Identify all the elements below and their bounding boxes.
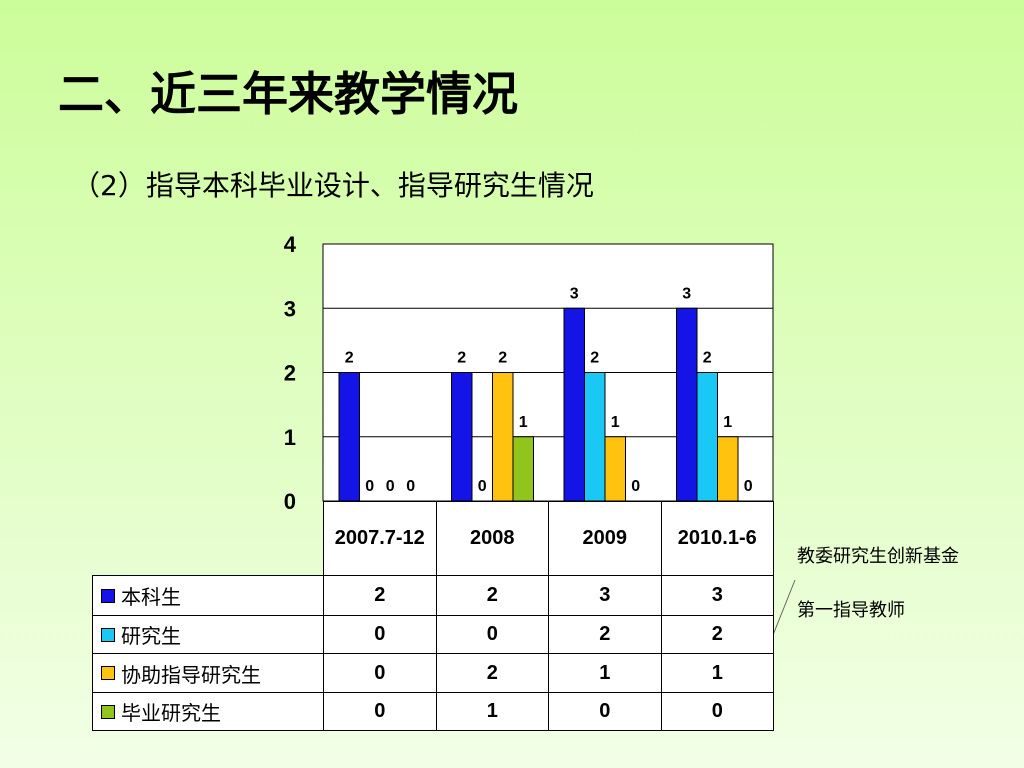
legend-entry: 本科生 bbox=[92, 575, 324, 616]
legend-label: 本科生 bbox=[121, 585, 181, 609]
data-label: 1 bbox=[723, 414, 732, 431]
legend-swatch bbox=[101, 627, 115, 642]
legend-swatch bbox=[101, 588, 115, 603]
category-header: 2007.7-12 bbox=[323, 501, 437, 576]
bar bbox=[584, 372, 606, 502]
bar bbox=[451, 372, 473, 502]
category-header: 2008 bbox=[435, 501, 549, 576]
data-label: 0 bbox=[386, 478, 395, 495]
table-value: 0 bbox=[323, 615, 437, 654]
y-tick-label: 1 bbox=[284, 425, 296, 450]
table-value: 0 bbox=[548, 692, 662, 731]
data-label: 0 bbox=[631, 478, 640, 495]
bar bbox=[696, 372, 718, 502]
category-header: 2009 bbox=[548, 501, 662, 576]
legend-label: 研究生 bbox=[121, 624, 181, 648]
legend-label: 协助指导研究生 bbox=[121, 662, 261, 687]
data-label: 0 bbox=[744, 478, 753, 495]
bar bbox=[338, 372, 360, 502]
table-value: 0 bbox=[323, 692, 437, 731]
table-value: 3 bbox=[548, 575, 662, 616]
y-tick-label: 0 bbox=[284, 489, 296, 514]
table-value: 0 bbox=[435, 615, 549, 654]
data-label: 2 bbox=[345, 350, 354, 367]
legend-entry: 协助指导研究生 bbox=[92, 653, 324, 693]
table-value: 0 bbox=[323, 653, 437, 693]
bar bbox=[676, 307, 698, 502]
legend-entry: 毕业研究生 bbox=[92, 692, 324, 731]
bar bbox=[563, 307, 585, 502]
y-tick-label: 3 bbox=[284, 296, 296, 321]
y-tick-label: 4 bbox=[284, 232, 297, 257]
data-label: 2 bbox=[590, 350, 599, 367]
bar bbox=[492, 372, 514, 502]
legend-label: 毕业研究生 bbox=[121, 701, 221, 725]
data-label: 2 bbox=[703, 350, 712, 367]
bar bbox=[604, 436, 626, 502]
subtitle: （2）指导本科毕业设计、指导研究生情况 bbox=[72, 169, 594, 202]
y-tick-label: 2 bbox=[284, 361, 296, 386]
data-label: 2 bbox=[498, 350, 507, 367]
bar bbox=[512, 436, 534, 502]
data-label: 2 bbox=[457, 350, 466, 367]
table-value: 2 bbox=[435, 575, 549, 616]
data-label: 0 bbox=[365, 478, 374, 495]
legend-entry: 研究生 bbox=[92, 615, 324, 654]
legend-swatch bbox=[101, 666, 115, 680]
table-value: 0 bbox=[660, 692, 774, 731]
table-value: 1 bbox=[435, 692, 549, 731]
title: 二、近三年来教学情况 bbox=[58, 67, 518, 121]
category-header: 2010.1-6 bbox=[660, 501, 774, 576]
data-label: 0 bbox=[478, 478, 487, 495]
table-value: 2 bbox=[660, 615, 774, 654]
data-label: 1 bbox=[519, 414, 528, 431]
table-value: 2 bbox=[323, 575, 437, 616]
legend-swatch bbox=[101, 704, 115, 719]
table-value: 3 bbox=[660, 575, 774, 616]
data-label: 3 bbox=[682, 285, 691, 302]
table-value: 2 bbox=[435, 653, 549, 693]
data-label: 0 bbox=[406, 478, 415, 495]
data-label: 3 bbox=[570, 285, 579, 302]
data-label: 1 bbox=[611, 414, 620, 431]
table-value: 2 bbox=[548, 615, 662, 654]
bar bbox=[717, 436, 739, 502]
annotation: 教委研究生创新基金 bbox=[797, 546, 959, 567]
annotation: 第一指导教师 bbox=[797, 600, 905, 621]
table-value: 1 bbox=[548, 653, 662, 693]
table-value: 1 bbox=[660, 653, 774, 693]
